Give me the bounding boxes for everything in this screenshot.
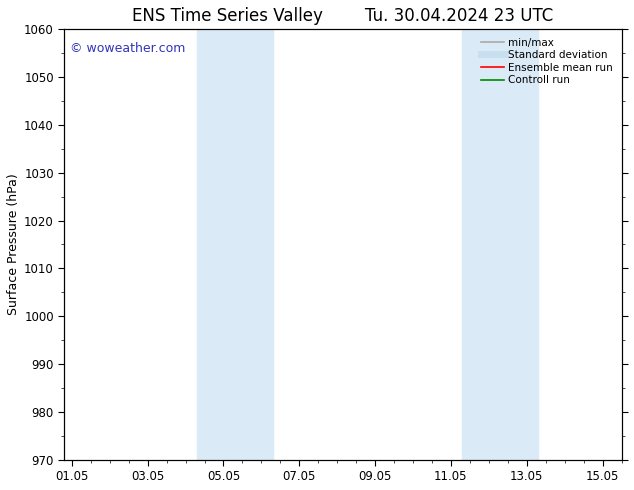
Text: © woweather.com: © woweather.com xyxy=(70,42,185,55)
Title: ENS Time Series Valley        Tu. 30.04.2024 23 UTC: ENS Time Series Valley Tu. 30.04.2024 23… xyxy=(133,7,553,25)
Bar xyxy=(197,29,273,460)
Y-axis label: Surface Pressure (hPa): Surface Pressure (hPa) xyxy=(7,173,20,316)
Legend: min/max, Standard deviation, Ensemble mean run, Controll run: min/max, Standard deviation, Ensemble me… xyxy=(477,33,618,90)
Bar xyxy=(462,29,538,460)
